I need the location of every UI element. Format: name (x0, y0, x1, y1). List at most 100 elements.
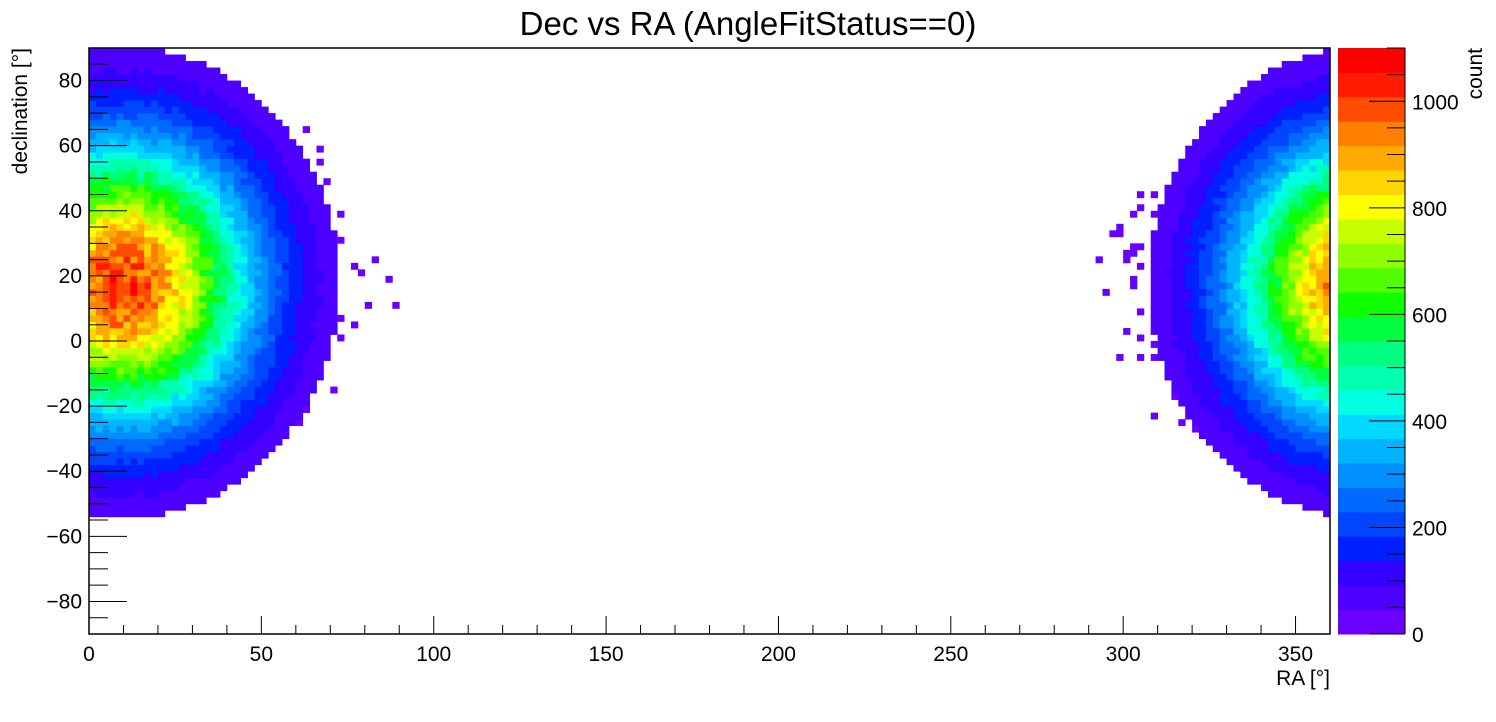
heatmap-cell (1199, 256, 1207, 264)
heatmap-cell (89, 327, 97, 335)
heatmap-cell (144, 406, 152, 414)
heatmap-cell (254, 399, 262, 407)
heatmap-cell (137, 106, 145, 114)
heatmap-cell (89, 132, 97, 140)
heatmap-cell (1323, 87, 1331, 94)
heatmap-cell (171, 210, 180, 218)
heatmap-cell (275, 230, 283, 238)
heatmap-cell (116, 275, 124, 283)
heatmap-cell (1205, 334, 1214, 342)
heatmap-cell (1274, 347, 1283, 355)
heatmap-cell (89, 347, 97, 355)
heatmap-cell (206, 295, 214, 303)
heatmap-cell (1309, 262, 1317, 270)
heatmap-cell (89, 471, 97, 479)
heatmap-cell (164, 152, 173, 160)
heatmap-cell (109, 393, 117, 400)
heatmap-cell (1281, 223, 1290, 231)
heatmap-cell (1274, 484, 1283, 492)
heatmap-cell (1205, 354, 1214, 361)
heatmap-cell (171, 165, 180, 173)
heatmap-cell (295, 204, 304, 212)
heatmap-cell (323, 217, 331, 225)
heatmap-cell (261, 341, 269, 348)
heatmap-cell (268, 432, 276, 440)
heatmap-cell (1150, 210, 1159, 218)
heatmap-cell (1267, 321, 1276, 329)
heatmap-cell (192, 438, 200, 446)
heatmap-cell (206, 347, 214, 355)
heatmap-cell (130, 171, 138, 179)
heatmap-cell (206, 471, 214, 479)
heatmap-cell (1240, 367, 1248, 374)
heatmap-cell (192, 184, 200, 192)
heatmap-cell (1309, 165, 1317, 173)
heatmap-cell (109, 419, 117, 427)
heatmap-cell (157, 80, 166, 88)
heatmap-cell (199, 100, 207, 107)
heatmap-cell (1130, 210, 1138, 218)
heatmap-cell (1171, 243, 1179, 251)
heatmap-cell (295, 275, 304, 283)
heatmap-cell (1309, 197, 1317, 205)
heatmap-cell (157, 256, 166, 264)
heatmap-cell (178, 464, 186, 472)
heatmap-cell (1219, 412, 1227, 420)
heatmap-cell (1281, 230, 1290, 238)
heatmap-cell (1274, 445, 1283, 453)
heatmap-cell (316, 230, 324, 238)
heatmap-cell (102, 100, 111, 107)
heatmap-cell (1171, 262, 1179, 270)
heatmap-cell (1171, 197, 1179, 205)
heatmap-cell (137, 334, 145, 342)
heatmap-cell (1247, 223, 1255, 231)
heatmap-cell (254, 145, 262, 153)
heatmap-cell (116, 386, 124, 394)
heatmap-cell (219, 80, 228, 88)
heatmap-cell (1240, 445, 1248, 453)
heatmap-cell (95, 178, 104, 186)
heatmap-cell (240, 184, 248, 192)
heatmap-cell (109, 458, 117, 466)
heatmap-cell (95, 347, 104, 355)
heatmap-cell (185, 256, 193, 264)
heatmap-cell (1274, 386, 1283, 394)
heatmap-cell (1185, 406, 1193, 414)
heatmap-cell (157, 341, 166, 348)
heatmap-cell (1295, 223, 1303, 231)
heatmap-cell (151, 354, 159, 361)
heatmap-cell (1226, 393, 1234, 400)
heatmap-cell (1171, 367, 1179, 374)
heatmap-cell (240, 113, 248, 121)
heatmap-cell (1261, 256, 1269, 264)
heatmap-cell (226, 236, 235, 244)
heatmap-cell (1199, 217, 1207, 225)
heatmap-cell (309, 360, 317, 368)
heatmap-cell (219, 458, 228, 466)
heatmap-cell (1288, 223, 1296, 231)
heatmap-cell (1212, 119, 1221, 127)
heatmap-cell (164, 54, 173, 62)
heatmap-cell (102, 165, 111, 173)
heatmap-cell (254, 178, 262, 186)
heatmap-cell (137, 445, 145, 453)
heatmap-cell (1281, 100, 1290, 107)
heatmap-cell (1274, 432, 1283, 440)
heatmap-cell (137, 275, 145, 283)
heatmap-cell (137, 360, 145, 368)
heatmap-cell (1178, 399, 1186, 407)
heatmap-cell (1226, 451, 1234, 459)
heatmap-cell (316, 367, 324, 374)
heatmap-cell (1295, 301, 1303, 309)
heatmap-cell (178, 347, 186, 355)
heatmap-cell (330, 321, 338, 329)
heatmap-cell (206, 100, 214, 107)
heatmap-cell (137, 295, 145, 303)
heatmap-cell (226, 243, 235, 251)
heatmap-cell (219, 204, 228, 212)
heatmap-cell (330, 288, 338, 296)
heatmap-cell (1247, 106, 1255, 114)
heatmap-cell (1178, 158, 1186, 166)
heatmap-cell (1254, 132, 1262, 140)
heatmap-cell (144, 432, 152, 440)
